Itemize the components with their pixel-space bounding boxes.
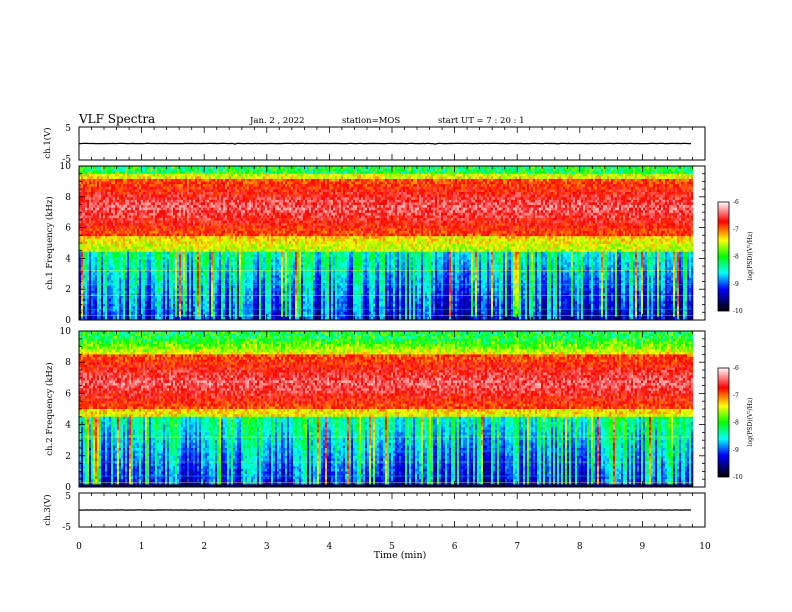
ch1-cb-tick-1: -7: [733, 226, 739, 233]
ch2-spectrogram-panel: 0 2 4 6 8 10 ch.2 Frequency (kHz): [44, 327, 705, 493]
ch2-cb-tick-2: -8: [733, 420, 739, 427]
ch1-ytick-6: 6: [65, 224, 71, 234]
xtick-3: 3: [264, 542, 270, 552]
header-start-time: start UT = 7 : 20 : 1: [438, 116, 525, 126]
vlf-figure: VLF Spectra Jan. 2 , 2022 station=MOS st…: [0, 0, 792, 612]
ch3-ytick-bottom: -5: [62, 523, 71, 533]
ch2-spectrogram-image: [79, 331, 693, 487]
ch1-ytick-0: 0: [65, 316, 71, 326]
xtick-10: 10: [699, 542, 711, 552]
ch2-colorbar-label: log(PSD)(V²/Hz): [747, 398, 754, 447]
ch1-frequency-tick-labels: 0 2 4 6 8 10: [60, 162, 72, 326]
ch1-colorbar-gradient: [718, 202, 729, 311]
ch1-cb-tick-4: -10: [733, 308, 743, 315]
ch3-waveform-ylabel: ch.3(V): [42, 494, 53, 525]
ch2-ytick-4: 4: [65, 421, 71, 431]
ch2-ytick-10: 10: [60, 327, 72, 337]
time-axis-label: Time (min): [374, 550, 427, 561]
ch2-spectrogram-ylabel: ch.2 Frequency (kHz): [44, 362, 55, 455]
ch3-waveform-panel: 5 -5 ch.3(V): [42, 492, 705, 533]
xtick-6: 6: [452, 542, 458, 552]
ch2-cb-tick-3: -9: [733, 447, 739, 454]
ch1-ytick-8: 8: [65, 193, 71, 203]
figure-title: VLF Spectra: [78, 112, 155, 126]
xtick-9: 9: [640, 542, 646, 552]
ch1-ytick-4: 4: [65, 254, 71, 264]
ch2-ytick-6: 6: [65, 389, 71, 399]
xtick-8: 8: [577, 542, 583, 552]
ch2-cb-tick-1: -7: [733, 392, 739, 399]
ch3-ytick-top: 5: [65, 492, 71, 502]
header-date: Jan. 2 , 2022: [249, 116, 305, 126]
ch1-waveform-trace: [79, 143, 691, 144]
ch2-colorbar-tick-labels: -6 -7 -8 -9 -10: [733, 365, 743, 481]
ch1-ytick-top: 5: [65, 124, 71, 134]
xtick-0: 0: [76, 542, 82, 552]
ch1-cb-tick-3: -9: [733, 281, 739, 288]
ch2-ytick-8: 8: [65, 358, 71, 368]
ch1-waveform-ylabel: ch.1(V): [42, 127, 53, 158]
ch2-cb-tick-4: -10: [733, 474, 743, 481]
ch1-colorbar-label: log(PSD)(V²/Hz): [747, 232, 754, 281]
ch1-ytick-10: 10: [60, 162, 72, 172]
ch2-frequency-tick-labels: 0 2 4 6 8 10: [60, 327, 72, 493]
ch1-ytick-2: 2: [65, 285, 71, 295]
ch1-colorbar: -6 -7 -8 -9 -10 log(PSD)(V²/Hz): [718, 199, 754, 315]
ch1-spectrogram-image: [79, 166, 693, 322]
header-station: station=MOS: [342, 116, 400, 126]
ch1-colorbar-tick-labels: -6 -7 -8 -9 -10: [733, 199, 743, 315]
ch2-ytick-2: 2: [65, 452, 71, 462]
xtick-2: 2: [201, 542, 207, 552]
ch1-cb-tick-0: -6: [733, 199, 739, 206]
ch1-cb-tick-2: -8: [733, 254, 739, 261]
ch1-waveform-panel: 5 -5 ch.1(V): [42, 124, 705, 165]
ch1-spectrogram-ylabel: ch.1 Frequency (kHz): [44, 196, 55, 289]
ch1-spectrogram-panel: 0 2 4 6 8 10 ch.1 Frequency (kHz): [44, 162, 705, 326]
ch3-waveform-trace: [79, 510, 691, 511]
xtick-1: 1: [139, 542, 145, 552]
xtick-7: 7: [514, 542, 520, 552]
ch2-colorbar: -6 -7 -8 -9 -10 log(PSD)(V²/Hz): [718, 365, 754, 481]
ch2-colorbar-gradient: [718, 368, 729, 477]
xtick-4: 4: [327, 542, 333, 552]
ch2-cb-tick-0: -6: [733, 365, 739, 372]
